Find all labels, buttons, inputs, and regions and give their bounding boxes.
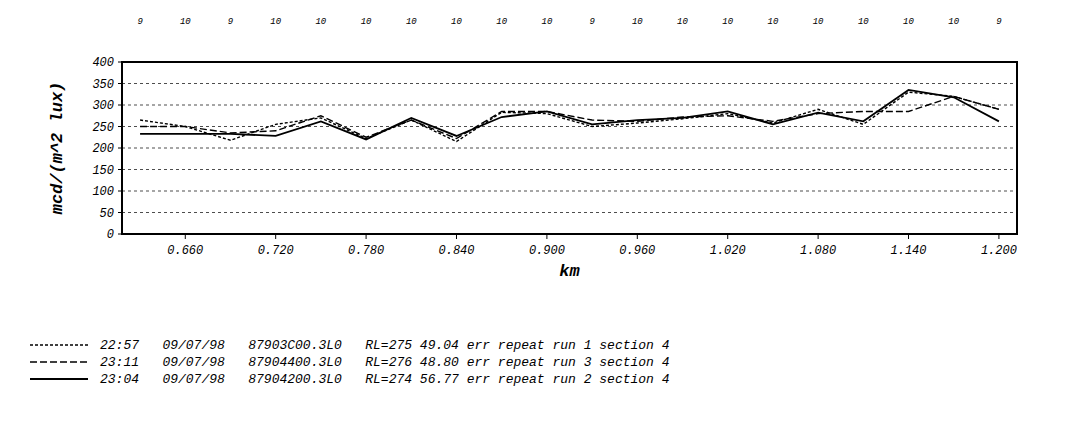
legend-label: 23:04 09/07/98 87904200.3L0 RL=274 56.77… — [100, 372, 670, 387]
count-label: 10 — [858, 17, 869, 27]
y-tick-label: 400 — [92, 56, 114, 70]
count-label: 10 — [632, 17, 643, 27]
count-label: 10 — [677, 17, 688, 27]
plot-frame — [122, 62, 1017, 234]
count-label: 10 — [768, 17, 779, 27]
y-axis-label: mcd/(m^2 lux) — [48, 82, 67, 216]
count-label: 10 — [948, 17, 959, 27]
x-tick-label: 0.720 — [258, 244, 294, 258]
x-tick-label: 1.080 — [800, 244, 836, 258]
count-label: 10 — [361, 17, 372, 27]
grid-line — [122, 148, 1017, 149]
count-label: 10 — [270, 17, 281, 27]
y-tick-label: 100 — [92, 185, 114, 199]
x-axis-label: km — [559, 262, 580, 281]
grid-line — [122, 83, 1017, 84]
y-tick-label: 200 — [92, 142, 114, 156]
chart: 0 50 100 150 200 250 300 350 400 0.660 0.720 0.780 0… — [0, 0, 1090, 425]
legend-label: 22:57 09/07/98 87903C00.3L0 RL=275 49.04… — [100, 338, 670, 353]
x-tick-label: 1.020 — [710, 244, 746, 258]
count-label: 9 — [589, 17, 595, 27]
legend-label: 23:11 09/07/98 87904400.3L0 RL=276 48.80… — [100, 355, 670, 370]
count-label: 10 — [496, 17, 507, 27]
count-label: 10 — [903, 17, 914, 27]
x-tick-label: 1.200 — [981, 244, 1017, 258]
count-label: 10 — [813, 17, 824, 27]
y-tick-label: 350 — [92, 78, 114, 92]
y-tick-label: 250 — [92, 121, 114, 135]
count-label: 10 — [451, 17, 462, 27]
count-label: 10 — [315, 17, 326, 27]
y-tick-label: 0 — [107, 228, 114, 242]
series-group — [140, 90, 999, 142]
grid-line — [122, 105, 1017, 106]
count-label: 10 — [406, 17, 417, 27]
y-tick-label: 300 — [92, 99, 114, 113]
grid-line — [122, 212, 1017, 213]
grid-line — [122, 126, 1017, 127]
grid-line — [122, 191, 1017, 192]
series-line — [140, 90, 999, 139]
count-label: 10 — [180, 17, 191, 27]
count-label: 9 — [137, 17, 143, 27]
count-label: 10 — [541, 17, 552, 27]
y-tick-label: 150 — [92, 164, 114, 178]
count-label: 9 — [228, 17, 234, 27]
x-tick-label: 0.900 — [529, 244, 565, 258]
y-tick-label: 50 — [100, 207, 114, 221]
x-tick-label: 0.960 — [619, 244, 655, 258]
count-label: 10 — [722, 17, 733, 27]
legend-swatch — [30, 361, 88, 362]
x-tick-label: 0.660 — [167, 244, 203, 258]
count-label: 9 — [996, 17, 1002, 27]
legend-swatch — [30, 344, 88, 345]
x-tick-label: 0.780 — [348, 244, 384, 258]
x-tick-label: 1.140 — [891, 244, 927, 258]
x-tick-label: 0.840 — [438, 244, 474, 258]
legend-swatch — [30, 378, 88, 380]
grid-line — [122, 169, 1017, 170]
